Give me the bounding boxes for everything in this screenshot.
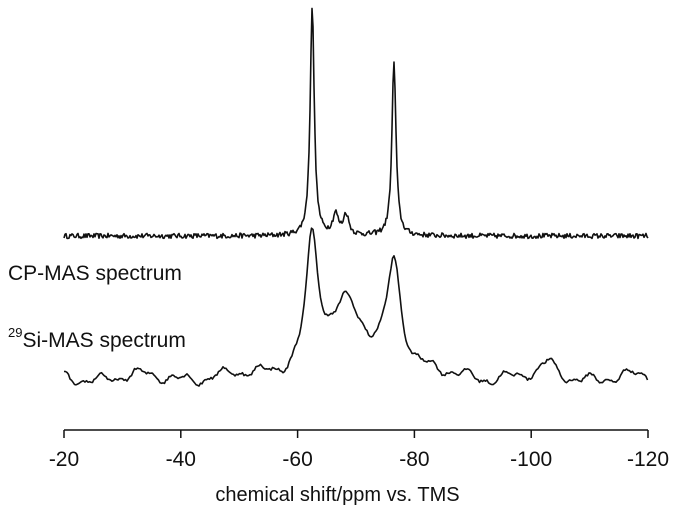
x-tick-label: -120 [627, 448, 669, 471]
si-mas-label: 29Si-MAS spectrum [8, 325, 186, 353]
x-tick-label: -100 [510, 448, 552, 471]
x-tick-label: -80 [399, 448, 429, 471]
spectra-traces [63, 7, 649, 387]
cp-mas-label: CP-MAS spectrum [8, 262, 182, 286]
si-mas-label-isotope: 29 [8, 325, 23, 340]
x-tick-label: -40 [166, 448, 196, 471]
x-tick-label: -60 [282, 448, 312, 471]
cp-mas-trace [63, 7, 649, 240]
x-axis-ticks: -20 -40 -60 -80 -100 -120 [49, 430, 669, 471]
si-mas-label-text: Si-MAS spectrum [22, 329, 186, 352]
si-mas-trace [63, 227, 649, 387]
x-axis-title: chemical shift/ppm vs. TMS [215, 484, 460, 506]
cp-mas-label-text: CP-MAS spectrum [8, 262, 182, 285]
x-tick-label: -20 [49, 448, 79, 471]
